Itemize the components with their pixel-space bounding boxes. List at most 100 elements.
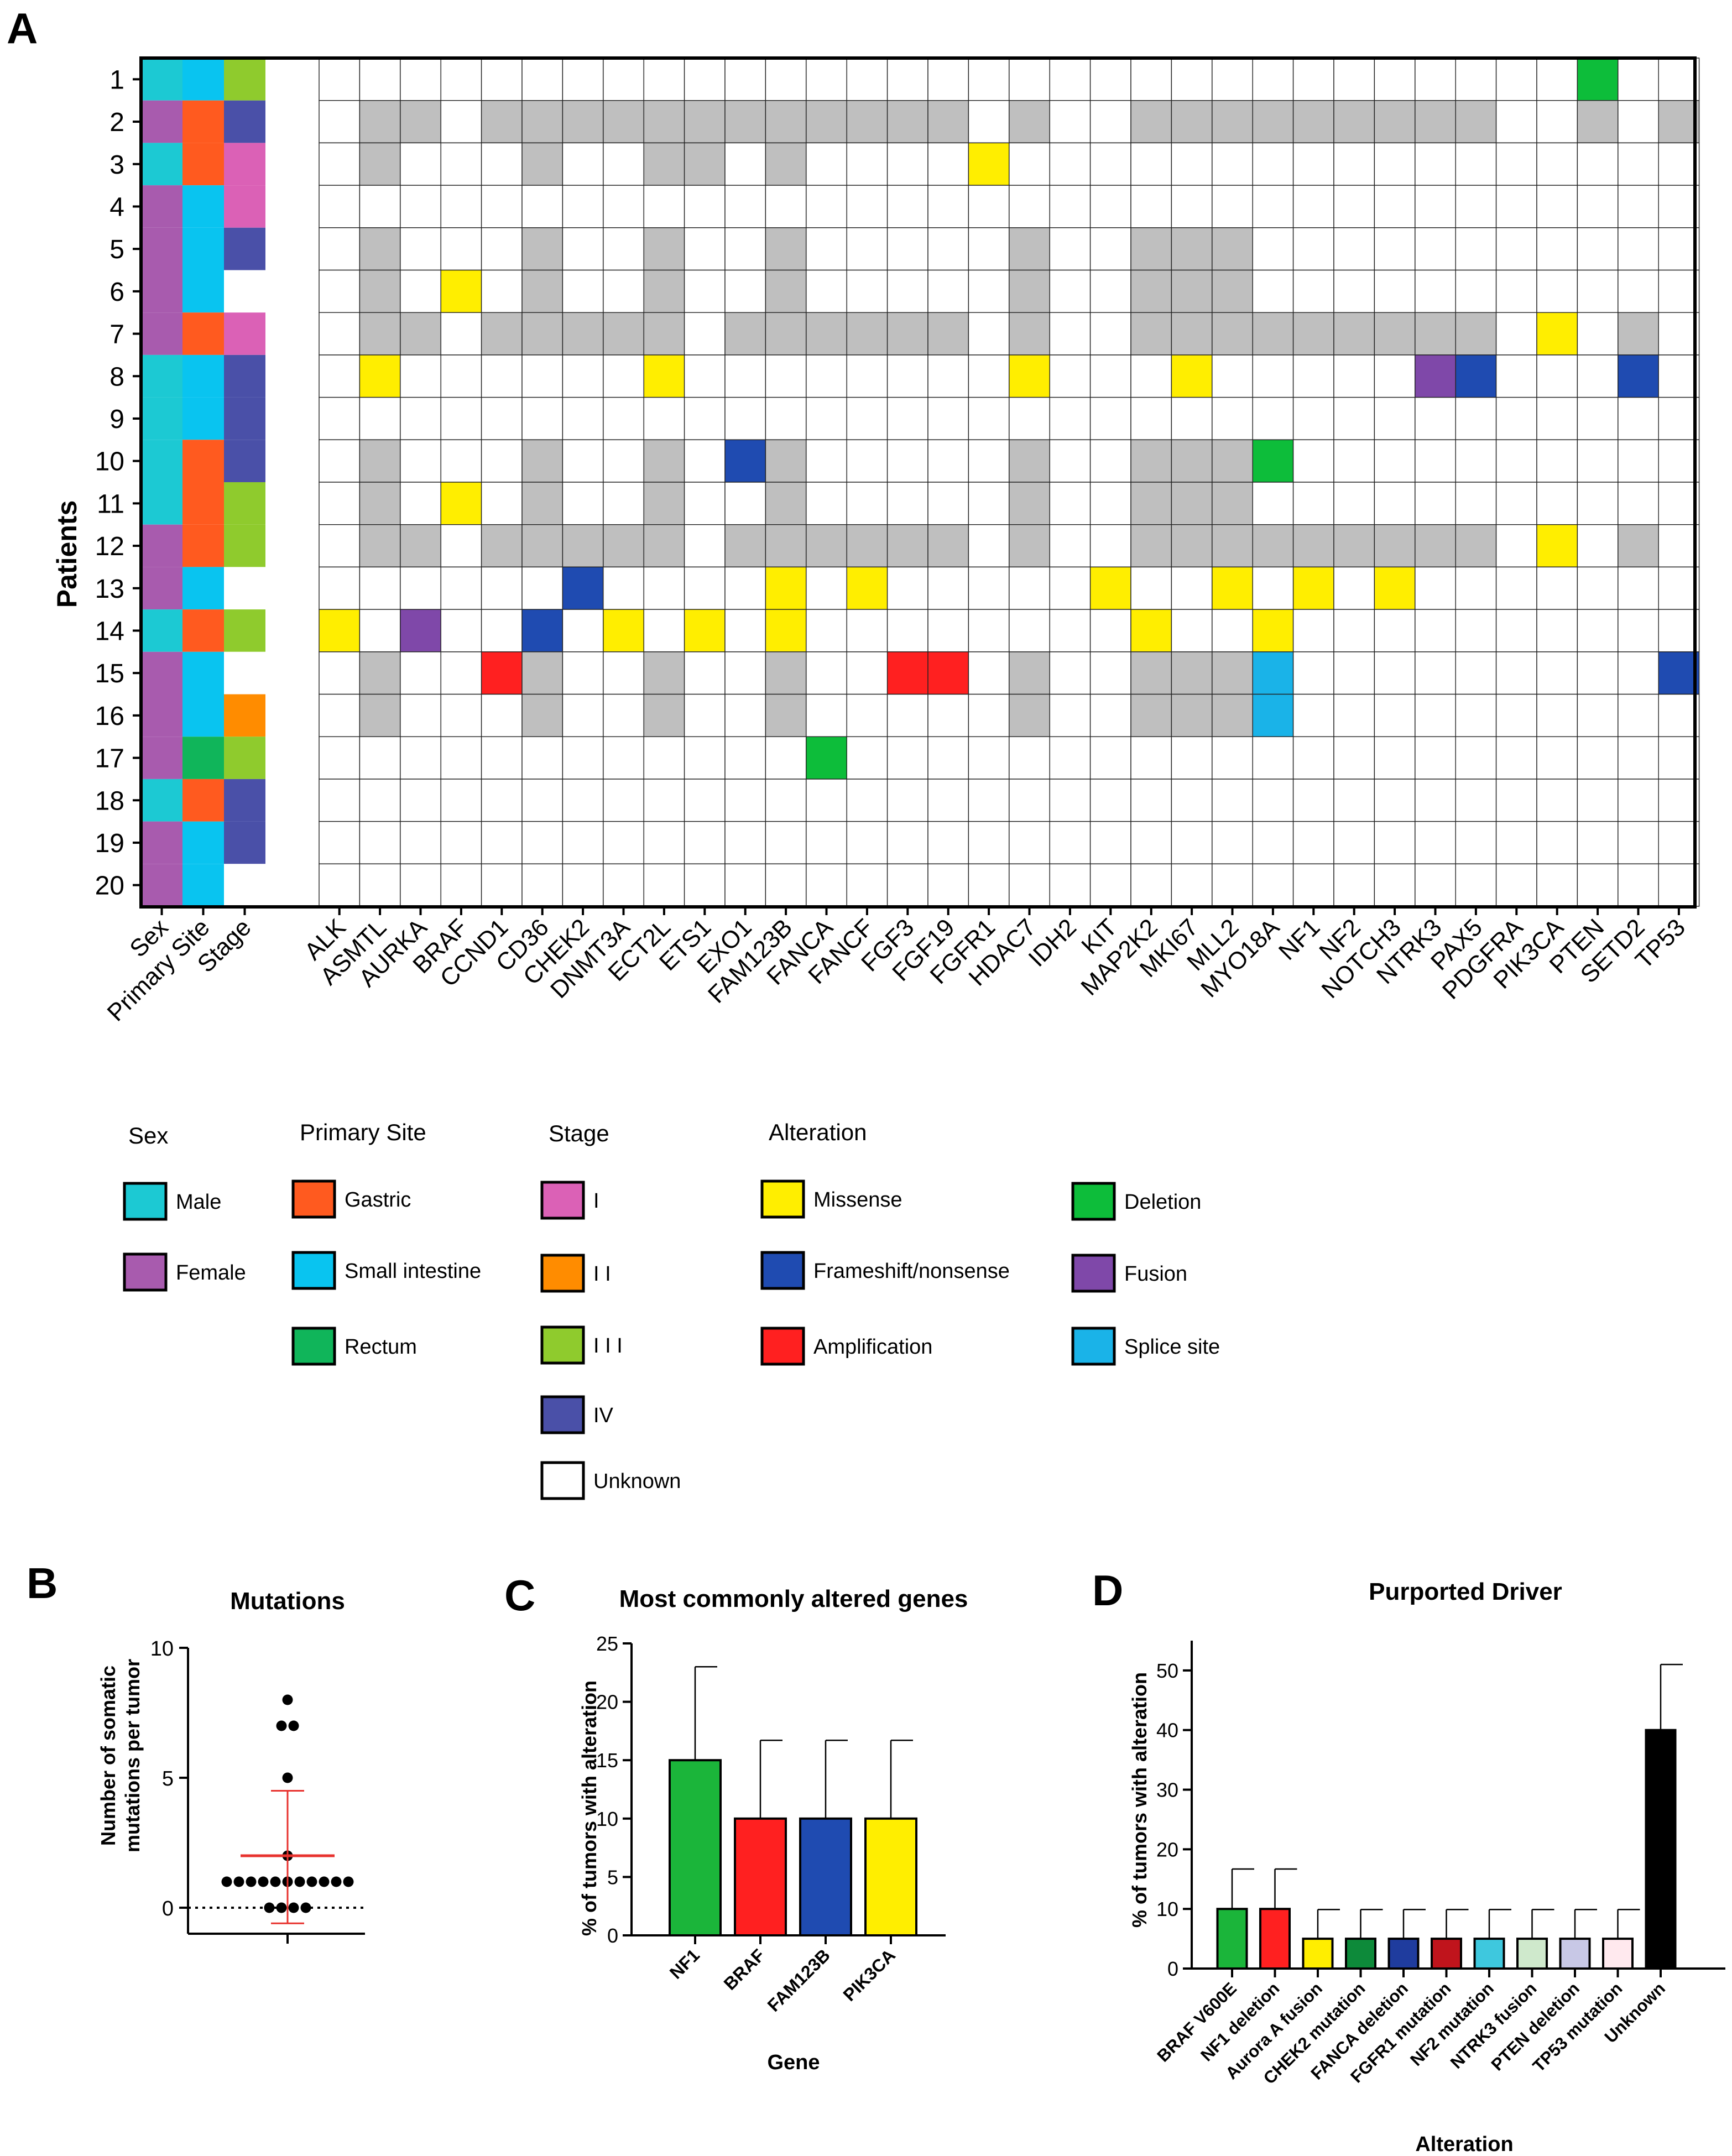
gene-cell: [846, 439, 888, 483]
gene-cell: [1658, 439, 1700, 483]
gene-cell: [1089, 524, 1131, 568]
gene-cell: [1130, 566, 1172, 610]
gene-cell: [1577, 779, 1619, 822]
gene-cell: [319, 693, 361, 737]
gene-cell: [400, 354, 441, 398]
gene-cell: [1292, 693, 1334, 737]
panel-c: C Most commonly altered genes % of tumor…: [504, 1571, 968, 2074]
gene-cell: [400, 609, 441, 652]
gene-cell: [1495, 863, 1537, 907]
gene-cell: [1212, 566, 1253, 610]
bar: [669, 1759, 722, 1936]
legend-stage-swatch: [540, 1395, 585, 1434]
gene-cell: [643, 354, 685, 398]
gene-cell: [521, 779, 564, 822]
gene-cell: [1495, 185, 1537, 228]
gene-cell: [1089, 185, 1131, 228]
gene-cell: [765, 354, 807, 398]
gene-cell: [603, 524, 644, 568]
gene-cell: [562, 100, 604, 144]
gene-cell: [481, 651, 523, 695]
y-tick-label: 25: [596, 1632, 618, 1655]
gene-cell: [886, 227, 928, 271]
patient-label: 18: [95, 786, 124, 816]
gene-cell: [481, 482, 523, 525]
gene-cell: [359, 779, 401, 822]
gene-cell: [1415, 524, 1456, 568]
patient-label: 16: [95, 702, 124, 731]
chart-b-point: [270, 1876, 281, 1887]
gene-cell: [481, 863, 523, 907]
gene-cell: [846, 779, 888, 822]
gene-cell: [724, 524, 766, 568]
gene-cell: [1333, 227, 1375, 271]
gene-cell: [806, 354, 847, 398]
gene-cell: [765, 821, 807, 864]
site-cell: [182, 270, 224, 313]
gene-cell: [1658, 58, 1700, 101]
gene-cell: [968, 524, 1010, 568]
gene-cell: [521, 58, 564, 101]
gene-cell: [1212, 269, 1253, 313]
sex-cell: [141, 58, 182, 101]
gene-cell: [1577, 524, 1619, 568]
gene-cell: [1658, 651, 1700, 695]
gene-cell: [643, 693, 685, 737]
gene-cell: [319, 185, 361, 228]
chart-b-y-tick-label: 10: [150, 1637, 174, 1661]
gene-cell: [846, 736, 888, 780]
gene-cell: [968, 185, 1010, 228]
gene-cell: [440, 566, 482, 610]
bar: [1345, 1938, 1376, 1970]
gene-cell: [1536, 863, 1578, 907]
gene-cell: [1536, 566, 1578, 610]
legend-alteration-swatch: [1071, 1182, 1116, 1221]
gene-cell: [643, 58, 685, 101]
gene-cell: [1009, 58, 1050, 101]
stage-cell: [224, 185, 265, 228]
gene-cell: [846, 821, 888, 864]
gene-cell: [1536, 524, 1578, 568]
chart-b-point: [221, 1876, 232, 1887]
gene-cell: [1333, 58, 1375, 101]
gene-cell: [643, 227, 685, 271]
gene-cell: [927, 651, 969, 695]
gene-cell: [765, 185, 807, 228]
gene-cell: [1618, 396, 1659, 440]
gene-cell: [1455, 58, 1497, 101]
gene-cell: [1374, 524, 1416, 568]
gene-cell: [1333, 736, 1375, 780]
gene-cell: [1374, 227, 1416, 271]
gene-cell: [846, 100, 888, 144]
gene-cell: [886, 693, 928, 737]
site-cell: [182, 354, 224, 398]
gene-cell: [1333, 482, 1375, 525]
gene-cell: [1049, 185, 1091, 228]
gene-cell: [440, 269, 482, 313]
gene-cell: [927, 439, 969, 483]
gene-cell: [359, 142, 401, 186]
gene-cell: [562, 821, 604, 864]
gene-cell: [1577, 269, 1619, 313]
sex-cell: [141, 651, 182, 695]
legend-alteration-title: Alteration: [769, 1119, 867, 1145]
gene-cell: [806, 396, 847, 440]
gene-cell: [1252, 693, 1294, 737]
gene-cell: [1212, 396, 1253, 440]
gene-cell: [481, 100, 523, 144]
stage-cell: [224, 312, 265, 355]
stage-cell: [224, 440, 265, 482]
gene-cell: [440, 312, 482, 356]
gene-cell: [521, 693, 564, 737]
gene-cell: [1374, 269, 1416, 313]
gene-cell: [603, 439, 644, 483]
gene-cell: [968, 651, 1010, 695]
gene-cell: [684, 100, 726, 144]
gene-cell: [1089, 482, 1131, 525]
gene-cell: [521, 863, 564, 907]
gene-cell: [1089, 58, 1131, 101]
gene-cell: [440, 227, 482, 271]
legend-sex-swatch: [123, 1252, 168, 1292]
gene-cell: [643, 524, 685, 568]
gene-cell: [1536, 651, 1578, 695]
